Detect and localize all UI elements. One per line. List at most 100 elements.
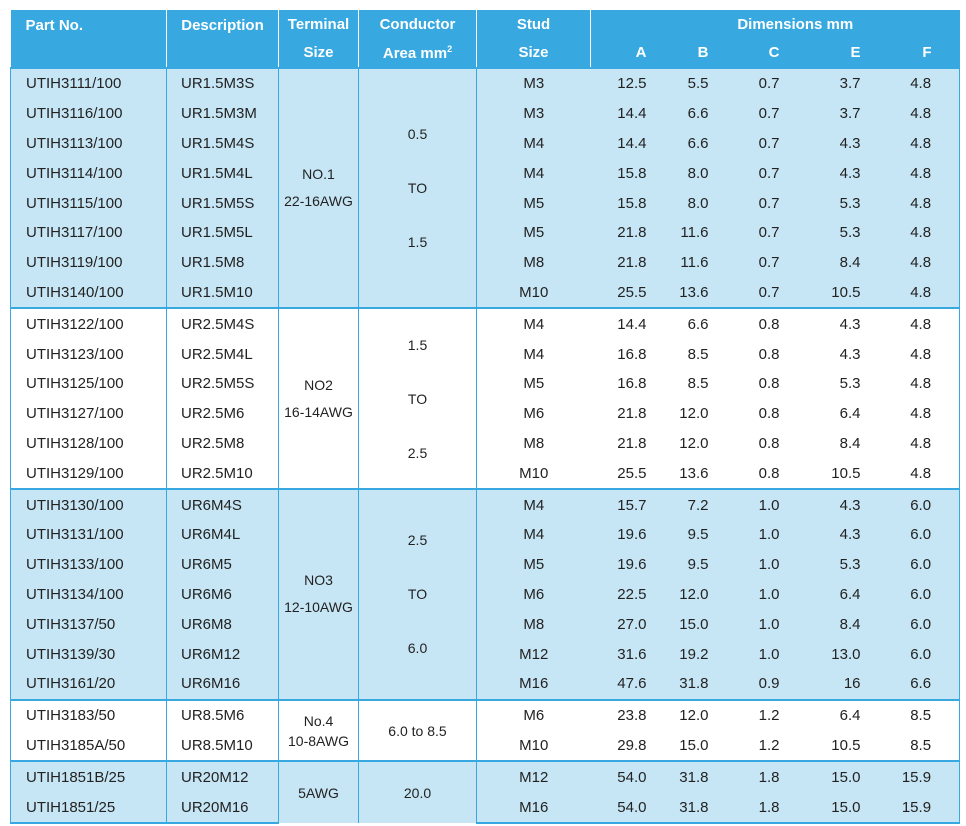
description-cell: UR1.5M3S xyxy=(166,67,279,99)
terminal-size-line: 12-10AWG xyxy=(284,599,353,616)
dim-f-cell: 6.0 xyxy=(874,609,961,640)
conductor-area-cell: 2.5 TO 6.0 xyxy=(358,488,477,700)
dim-a-cell: 21.8 xyxy=(590,428,661,459)
dim-b-cell: 19.2 xyxy=(660,639,735,669)
part-number-cell: UTIH3137/50 xyxy=(10,609,167,640)
dim-b-cell: 13.6 xyxy=(660,458,735,490)
dim-b-cell: 15.0 xyxy=(660,730,735,762)
dim-f-cell: 4.8 xyxy=(874,67,961,99)
dim-a-cell: 47.6 xyxy=(590,668,661,700)
stud-size-cell: M6 xyxy=(476,698,591,731)
header-dim-f: F xyxy=(874,38,960,68)
dim-f-cell: 15.9 xyxy=(874,792,961,824)
stud-size-cell: M10 xyxy=(476,730,591,762)
dim-a-cell: 23.8 xyxy=(590,698,661,731)
conductor-area-line: 20.0 xyxy=(403,784,432,801)
dim-b-cell: 12.0 xyxy=(660,428,735,459)
dim-f-cell: 8.5 xyxy=(874,730,961,762)
part-number-cell: UTIH3128/100 xyxy=(10,428,167,459)
dim-b-cell: 8.5 xyxy=(660,339,735,369)
stud-size-cell: M4 xyxy=(476,519,591,550)
header-stud-line1: Stud xyxy=(476,10,591,39)
dim-a-cell: 19.6 xyxy=(590,519,661,550)
dim-e-cell: 6.4 xyxy=(806,579,875,610)
description-cell: UR6M4S xyxy=(166,488,279,520)
dim-e-cell: 10.5 xyxy=(806,730,875,762)
dim-c-cell: 0.8 xyxy=(734,339,807,369)
header-terminal-line1: Terminal xyxy=(278,10,359,39)
dim-a-cell: 16.8 xyxy=(590,339,661,369)
row-group: UTIH3130/100 UR6M4S NO3 12-10AWG 2.5 TO 6.0 M4 1… xyxy=(10,488,961,700)
dim-c-cell: 1.2 xyxy=(734,730,807,762)
dim-e-cell: 13.0 xyxy=(806,639,875,669)
dim-c-cell: 1.0 xyxy=(734,549,807,580)
terminal-size-line: NO2 xyxy=(304,376,333,393)
dim-e-cell: 5.3 xyxy=(806,188,875,218)
table-row: UTIH3130/100 UR6M4S NO3 12-10AWG 2.5 TO 6.0 M4 1… xyxy=(10,488,961,700)
table-row: UTIH3137/50 UR6M8 M8 27.0 15.0 1.0 8.4 6.0 xyxy=(10,609,961,640)
dim-f-cell: 4.8 xyxy=(874,277,961,309)
dim-b-cell: 6.6 xyxy=(660,128,735,159)
dim-b-cell: 31.8 xyxy=(660,760,735,793)
dim-a-cell: 21.8 xyxy=(590,217,661,248)
table-row: UTIH3116/100 UR1.5M3M M3 14.4 6.6 0.7 3.7 4.8 xyxy=(10,98,961,129)
header-conductor-line2: Area mm2 xyxy=(358,38,477,68)
row-group: UTIH3111/100 UR1.5M3S NO.1 22-16AWG 0.5 TO 1.5… xyxy=(10,66,961,309)
table-row: UTIH3111/100 UR1.5M3S NO.1 22-16AWG 0.5 TO 1.5… xyxy=(10,66,961,309)
dim-e-cell: 15.0 xyxy=(806,760,875,793)
stud-size-cell: M5 xyxy=(476,368,591,399)
part-number-cell: UTIH3127/100 xyxy=(10,398,167,429)
dim-c-cell: 0.7 xyxy=(734,188,807,218)
conductor-area-cell: 6.0 to 8.5 xyxy=(358,698,477,762)
dim-f-cell: 4.8 xyxy=(874,98,961,129)
stud-size-cell: M4 xyxy=(476,158,591,189)
terminal-size-cell: 5AWG xyxy=(278,760,359,823)
conductor-area-cell: 20.0 xyxy=(358,760,477,823)
dim-a-cell: 14.4 xyxy=(590,307,661,340)
dim-c-cell: 1.2 xyxy=(734,698,807,731)
table-row: UTIH3119/100 UR1.5M8 M8 21.8 11.6 0.7 8.4 4.8 xyxy=(10,247,961,278)
dim-b-cell: 7.2 xyxy=(660,488,735,520)
header-conductor-line1: Conductor xyxy=(358,10,477,39)
stud-size-cell: M4 xyxy=(476,307,591,340)
terminal-size-cell: NO3 12-10AWG xyxy=(278,488,359,700)
dim-a-cell: 15.7 xyxy=(590,488,661,520)
description-cell: UR6M4L xyxy=(166,519,279,550)
dim-a-cell: 54.0 xyxy=(590,760,661,793)
dim-c-cell: 0.7 xyxy=(734,217,807,248)
dim-f-cell: 6.6 xyxy=(874,668,961,700)
header-stud-line2: Size xyxy=(476,38,591,68)
table-row: UTIH3140/100 UR1.5M10 M10 25.5 13.6 0.7 10.5 4.… xyxy=(10,277,961,309)
dim-f-cell: 4.8 xyxy=(874,458,961,490)
stud-size-cell: M5 xyxy=(476,549,591,580)
part-number-cell: UTIH1851/25 xyxy=(10,792,167,824)
terminal-size-cell: NO.1 22-16AWG xyxy=(278,66,359,309)
dim-b-cell: 11.6 xyxy=(660,247,735,278)
description-cell: UR20M16 xyxy=(166,792,279,824)
description-cell: UR8.5M10 xyxy=(166,730,279,762)
dim-f-cell: 6.0 xyxy=(874,519,961,550)
part-number-cell: UTIH3117/100 xyxy=(10,217,167,248)
description-cell: UR6M16 xyxy=(166,668,279,700)
stud-size-cell: M8 xyxy=(476,609,591,640)
part-number-cell: UTIH3116/100 xyxy=(10,98,167,129)
header-dim-a: A xyxy=(590,38,661,68)
conductor-area-cell: 1.5 TO 2.5 xyxy=(358,307,477,490)
dim-c-cell: 1.0 xyxy=(734,519,807,550)
description-cell: UR1.5M3M xyxy=(166,98,279,129)
conductor-area-line: 1.5 xyxy=(407,234,428,251)
dim-b-cell: 11.6 xyxy=(660,217,735,248)
table-header: Part No. Description Terminal Conductor … xyxy=(10,10,960,68)
stud-size-cell: M12 xyxy=(476,639,591,669)
dim-b-cell: 8.5 xyxy=(660,368,735,399)
dim-e-cell: 5.3 xyxy=(806,549,875,580)
dim-c-cell: 1.8 xyxy=(734,792,807,824)
dim-c-cell: 0.7 xyxy=(734,128,807,159)
dim-e-cell: 8.4 xyxy=(806,609,875,640)
description-cell: UR2.5M10 xyxy=(166,458,279,490)
part-number-cell: UTIH3130/100 xyxy=(10,488,167,520)
table-row: UTIH3139/30 UR6M12 M12 31.6 19.2 1.0 13.0 6.0 xyxy=(10,639,961,669)
dim-b-cell: 12.0 xyxy=(660,398,735,429)
table-row: UTIH3113/100 UR1.5M4S M4 14.4 6.6 0.7 4.3 4.8 xyxy=(10,128,961,159)
dim-a-cell: 19.6 xyxy=(590,549,661,580)
